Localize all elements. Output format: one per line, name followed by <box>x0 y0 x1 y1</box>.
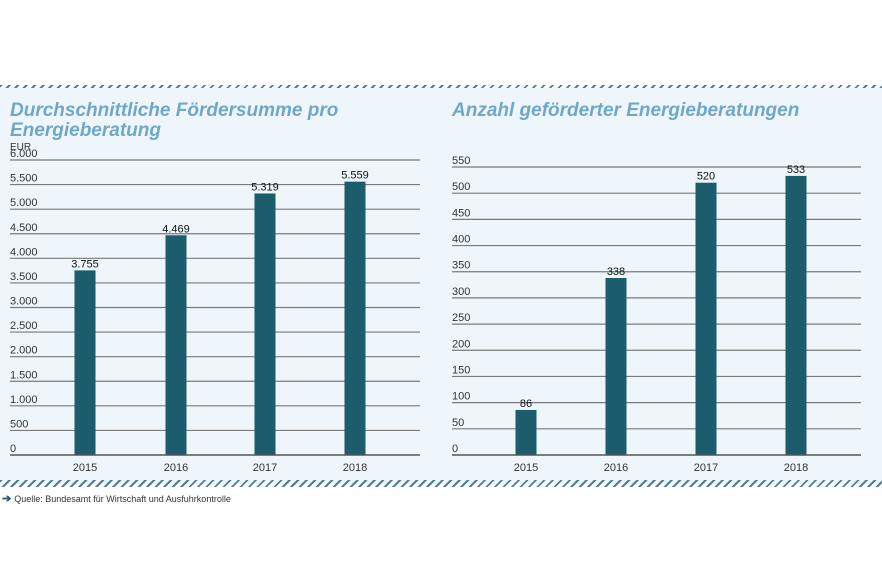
source-text: Quelle: Bundesamt für Wirtschaft und Aus… <box>14 493 231 504</box>
x-tick-label: 2016 <box>164 462 188 474</box>
y-tick-label: 500 <box>452 181 470 193</box>
chart-title-right: Anzahl geförderter Energieberatungen <box>452 100 800 121</box>
x-tick-label: 2015 <box>73 462 97 474</box>
y-tick-label: 4.500 <box>10 222 38 234</box>
y-tick-label: 400 <box>452 234 470 246</box>
y-tick-label: 550 <box>452 155 470 167</box>
y-tick-label: 150 <box>452 364 470 376</box>
x-tick-label: 2018 <box>784 462 808 474</box>
y-tick-label: 1.500 <box>10 369 38 381</box>
bar-value-label: 3.755 <box>71 258 99 270</box>
y-tick-label: 100 <box>452 391 470 403</box>
bar <box>165 235 187 455</box>
y-tick-label: 0 <box>10 443 16 455</box>
x-tick-label: 2018 <box>343 462 367 474</box>
bar-value-label: 5.559 <box>341 170 369 182</box>
chart-panel <box>0 88 882 484</box>
y-tick-label: 0 <box>452 443 458 455</box>
y-tick-label: 350 <box>452 260 470 272</box>
hatch-border-bottom <box>0 480 882 487</box>
y-tick-label: 250 <box>452 312 470 324</box>
y-axis-unit-label: EUR <box>10 142 31 153</box>
bar <box>254 193 276 456</box>
y-tick-label: 5.500 <box>10 173 38 185</box>
y-tick-label: 300 <box>452 286 470 298</box>
bar-value-label: 533 <box>787 164 805 176</box>
x-tick-label: 2016 <box>604 462 628 474</box>
bar-value-label: 4.469 <box>162 223 190 235</box>
y-tick-label: 3.500 <box>10 271 38 283</box>
bar <box>605 278 627 455</box>
bar <box>695 182 717 455</box>
bar-value-label: 5.319 <box>251 181 279 193</box>
bar-chart-right: 0 50 100 150 200 250 300 350 400 450 500 550 86 2015 3… <box>452 155 861 474</box>
bar-value-label: 86 <box>520 398 532 410</box>
y-tick-label: 1.000 <box>10 394 38 406</box>
bar-value-label: 520 <box>697 171 715 183</box>
y-tick-label: 6.000 <box>10 148 38 160</box>
y-tick-label: 2.000 <box>10 345 38 357</box>
bar <box>785 175 807 455</box>
y-tick-label: 4.000 <box>10 246 38 258</box>
bar <box>344 181 366 455</box>
bar-value-label: 338 <box>607 266 625 278</box>
bar <box>74 270 96 455</box>
bar-chart-left: 0 500 1.000 1.500 2.000 2.500 3.000 3.500 4.000 4… <box>10 142 420 474</box>
x-tick-label: 2017 <box>253 462 277 474</box>
x-tick-label: 2017 <box>694 462 718 474</box>
y-tick-label: 50 <box>452 417 464 429</box>
y-tick-label: 2.500 <box>10 320 38 332</box>
chart-title-left: Durchschnittliche Fördersumme pro Energi… <box>10 100 339 141</box>
y-tick-label: 450 <box>452 207 470 219</box>
source-note: ➔ Quelle: Bundesamt für Wirtschaft und A… <box>2 492 231 505</box>
bar <box>515 409 537 455</box>
x-tick-label: 2015 <box>514 462 538 474</box>
y-tick-label: 500 <box>10 418 28 430</box>
y-tick-label: 3.000 <box>10 296 38 308</box>
arrow-right-icon: ➔ <box>2 493 12 505</box>
y-tick-label: 5.000 <box>10 197 38 209</box>
y-tick-label: 200 <box>452 338 470 350</box>
